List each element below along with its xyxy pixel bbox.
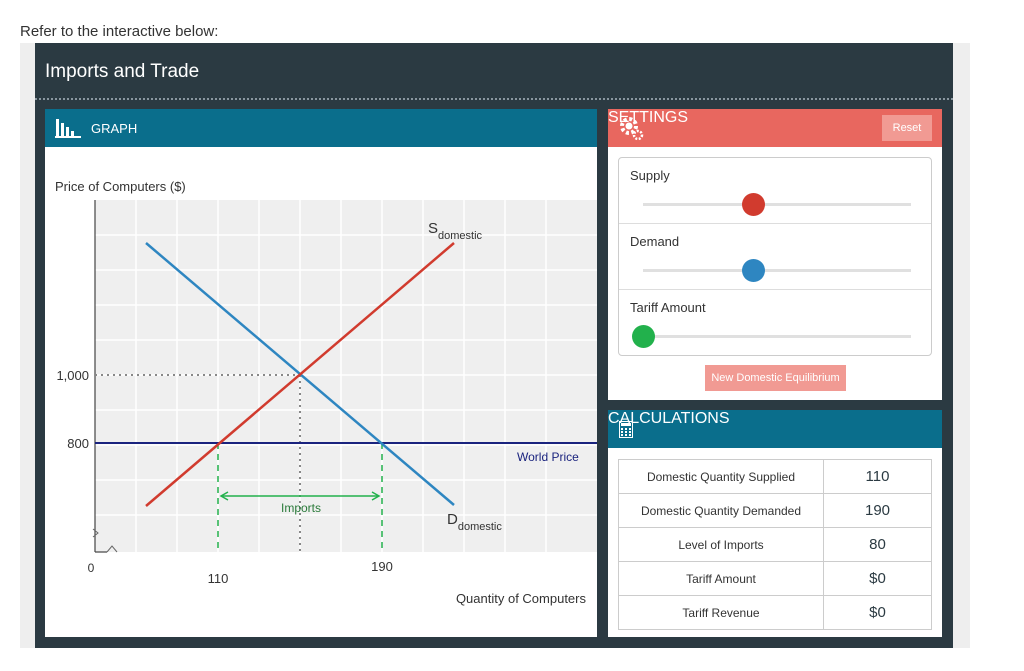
bar-chart-icon <box>55 119 81 138</box>
supply-slider-handle[interactable] <box>741 193 765 216</box>
y-axis-break <box>92 528 99 538</box>
y-tick-1000: 1,000 <box>56 368 89 383</box>
settings-header: SETTINGS Reset <box>608 109 942 147</box>
calculations-table: Domestic Quantity Supplied 110 Domestic Q… <box>618 459 932 630</box>
row-label: Domestic Quantity Supplied <box>618 459 824 494</box>
calculations-header: CALCULATIONS <box>608 410 942 448</box>
row-label: Tariff Amount <box>618 561 824 596</box>
supply-slider-row: Supply <box>619 158 931 224</box>
calculator-icon <box>619 421 633 438</box>
demand-slider-label: Demand <box>630 234 680 249</box>
row-label: Domestic Quantity Demanded <box>618 493 824 528</box>
x-axis-break <box>106 545 118 553</box>
app-window: Imports and Trade GRAPH Price of Compute… <box>35 43 953 648</box>
calculations-panel: CALCULATIONS Domestic Quantity Supplied 1… <box>608 410 942 637</box>
x-tick-110: 110 <box>208 571 229 586</box>
table-row: Level of Imports 80 <box>618 527 932 562</box>
tariff-slider-row: Tariff Amount <box>619 290 931 356</box>
prompt-text: Refer to the interactive below: <box>20 23 219 40</box>
plot-area <box>95 200 597 552</box>
supply-slider-label: Supply <box>630 168 670 183</box>
grid <box>95 200 597 552</box>
table-row: Tariff Revenue $0 <box>618 595 932 630</box>
settings-panel: SETTINGS Reset Supply Demand Tariff Amou… <box>608 109 942 400</box>
tariff-slider-label: Tariff Amount <box>630 300 706 315</box>
y-tick-800: 800 <box>67 436 89 451</box>
app-title: Imports and Trade <box>45 61 200 82</box>
row-value: $0 <box>823 595 932 630</box>
supply-demand-graph[interactable]: Price of Computers ($) <box>45 147 597 637</box>
title-bar: Imports and Trade <box>35 43 953 100</box>
imports-arrow-right-head <box>371 491 381 501</box>
new-domestic-equilibrium-button[interactable]: New Domestic Equilibrium <box>705 365 846 391</box>
imports-label: Imports <box>281 501 321 515</box>
row-value: $0 <box>823 561 932 596</box>
row-value: 190 <box>823 493 932 528</box>
calculations-header-label: CALCULATIONS <box>608 410 730 427</box>
graph-header: GRAPH <box>45 109 597 147</box>
graph-body: Price of Computers ($) <box>45 147 597 637</box>
row-label: Tariff Revenue <box>618 595 824 630</box>
tariff-slider-track[interactable] <box>632 325 911 348</box>
settings-header-label: SETTINGS <box>608 109 689 126</box>
row-label: Level of Imports <box>618 527 824 562</box>
supply-curve[interactable] <box>145 242 455 507</box>
reset-button[interactable]: Reset <box>882 115 932 141</box>
table-row: Domestic Quantity Demanded 190 <box>618 493 932 528</box>
world-price-label: World Price <box>517 450 579 464</box>
supply-slider-track[interactable] <box>643 193 911 216</box>
demand-curve-label: Ddomestic <box>447 511 502 533</box>
demand-slider-handle[interactable] <box>741 259 765 282</box>
row-value: 110 <box>823 459 932 494</box>
origin-label: 0 <box>88 561 95 575</box>
x-tick-190: 190 <box>371 559 393 574</box>
graph-panel: GRAPH Price of Computers ($) <box>45 109 597 637</box>
gear-icon <box>620 117 644 141</box>
demand-slider-row: Demand <box>619 224 931 290</box>
table-row: Domestic Quantity Supplied 110 <box>618 459 932 494</box>
imports-arrow-left-head <box>219 491 229 501</box>
table-row: Tariff Amount $0 <box>618 561 932 596</box>
demand-slider-track[interactable] <box>643 259 911 282</box>
graph-header-label: GRAPH <box>91 121 138 136</box>
sliders-box: Supply Demand Tariff Amount <box>618 157 932 356</box>
supply-curve-label: Sdomestic <box>428 220 483 242</box>
x-axis-label: Quantity of Computers <box>456 591 587 606</box>
tariff-slider-handle[interactable] <box>632 325 655 348</box>
row-value: 80 <box>823 527 932 562</box>
y-axis-label: Price of Computers ($) <box>55 179 186 194</box>
